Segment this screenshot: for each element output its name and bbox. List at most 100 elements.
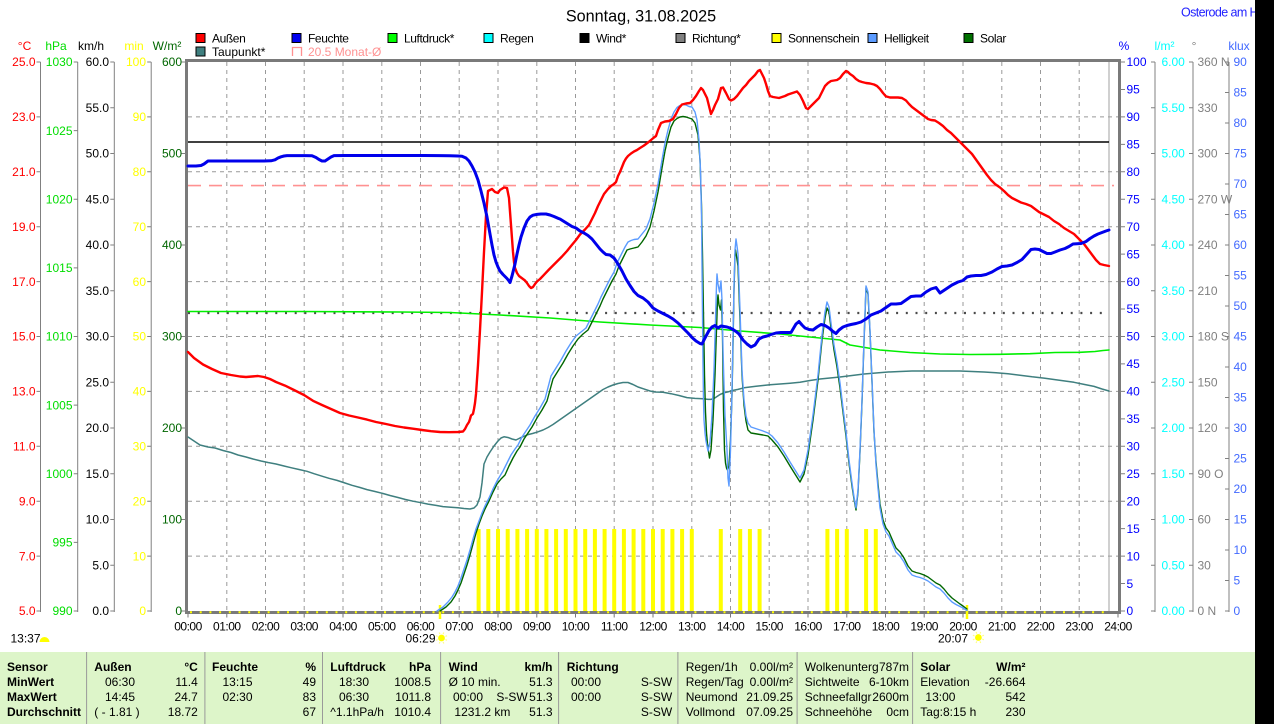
svg-text:20: 20: [1127, 494, 1141, 508]
svg-text:Taupunkt*: Taupunkt*: [212, 45, 266, 59]
svg-text:S-SW: S-SW: [641, 690, 673, 704]
svg-text:09:00: 09:00: [523, 620, 551, 634]
svg-text:49: 49: [303, 675, 317, 689]
svg-text:15:00: 15:00: [755, 620, 783, 634]
svg-text:787m: 787m: [879, 660, 909, 674]
svg-text:0: 0: [1234, 604, 1241, 618]
svg-text:5.00: 5.00: [1162, 147, 1186, 161]
svg-text:50: 50: [133, 330, 147, 344]
svg-text:0: 0: [139, 604, 146, 618]
svg-text:40.0: 40.0: [86, 238, 110, 252]
svg-text:25.0: 25.0: [86, 375, 110, 389]
svg-text:80: 80: [1234, 116, 1248, 130]
svg-text:85: 85: [1234, 86, 1248, 100]
svg-text:klux: klux: [1228, 39, 1249, 53]
svg-text:50: 50: [1127, 330, 1141, 344]
svg-text:min: min: [124, 39, 143, 53]
svg-text:°: °: [1192, 39, 1197, 53]
svg-text:Richtung*: Richtung*: [692, 32, 741, 46]
svg-text:2600m: 2600m: [872, 690, 909, 704]
svg-text:230: 230: [1005, 705, 1025, 719]
svg-text:30: 30: [1127, 440, 1141, 454]
svg-text:51.3: 51.3: [529, 690, 553, 704]
svg-text:1000: 1000: [46, 467, 73, 481]
svg-text:600: 600: [162, 55, 182, 69]
svg-text:70: 70: [133, 220, 147, 234]
svg-text:S-SW: S-SW: [641, 705, 673, 719]
svg-text:MinWert: MinWert: [7, 675, 54, 689]
svg-text:65: 65: [1127, 247, 1141, 261]
svg-text:21.0: 21.0: [12, 165, 36, 179]
svg-text:0.00: 0.00: [1162, 604, 1186, 618]
svg-text:11.4: 11.4: [175, 675, 198, 689]
svg-text:24:00: 24:00: [1104, 620, 1132, 634]
svg-text:-26.664: -26.664: [985, 675, 1026, 689]
svg-text:90: 90: [1234, 55, 1248, 69]
svg-text:9.0: 9.0: [19, 494, 36, 508]
svg-text:00:00: 00:00: [571, 675, 601, 689]
svg-text:85: 85: [1127, 138, 1141, 152]
svg-text:24.7: 24.7: [174, 690, 198, 704]
svg-text:1011.8: 1011.8: [395, 690, 431, 704]
svg-text:0.00l/m²: 0.00l/m²: [750, 675, 793, 689]
svg-text:Wind*: Wind*: [596, 32, 627, 46]
svg-text:542: 542: [1005, 690, 1025, 704]
svg-text:Regen/1h: Regen/1h: [686, 660, 738, 674]
svg-text:MaxWert: MaxWert: [7, 690, 57, 704]
svg-text:06:29: 06:29: [405, 632, 435, 646]
svg-text:13:37: 13:37: [11, 632, 41, 646]
svg-text:14:45: 14:45: [105, 690, 135, 704]
svg-text:1010.4: 1010.4: [394, 705, 431, 719]
svg-text:02:00: 02:00: [252, 620, 280, 634]
svg-text:km/h: km/h: [524, 660, 552, 674]
svg-text:120: 120: [1198, 421, 1218, 435]
svg-text:Durchschnitt: Durchschnitt: [7, 705, 81, 719]
svg-text:4.50: 4.50: [1162, 192, 1186, 206]
svg-text:0: 0: [1127, 604, 1134, 618]
svg-text:Wolkenunterg: Wolkenunterg: [805, 660, 879, 674]
svg-text:Elevation: Elevation: [920, 675, 969, 689]
svg-text:60.0: 60.0: [86, 55, 110, 69]
svg-text:00:00: 00:00: [174, 620, 202, 634]
svg-text:5.0: 5.0: [92, 559, 109, 573]
svg-text:80: 80: [133, 165, 147, 179]
svg-text:40: 40: [1234, 360, 1248, 374]
svg-text:20: 20: [133, 494, 147, 508]
svg-text:Helligkeit: Helligkeit: [884, 32, 930, 46]
svg-text:150: 150: [1198, 375, 1218, 389]
svg-text:%: %: [1119, 39, 1130, 53]
svg-text:Regen: Regen: [500, 32, 533, 46]
svg-text:10: 10: [1127, 549, 1141, 563]
svg-text:995: 995: [52, 536, 72, 550]
svg-text:Luftdruck: Luftdruck: [330, 660, 386, 674]
svg-text:5.50: 5.50: [1162, 101, 1186, 115]
svg-text:3.00: 3.00: [1162, 330, 1186, 344]
svg-text:65: 65: [1234, 208, 1248, 222]
svg-text:5.0: 5.0: [19, 604, 36, 618]
svg-text:03:00: 03:00: [290, 620, 318, 634]
svg-text:hPa: hPa: [409, 660, 431, 674]
svg-text:100: 100: [162, 513, 182, 527]
svg-text:06:30: 06:30: [105, 675, 135, 689]
svg-text:16:00: 16:00: [794, 620, 822, 634]
svg-text:Osterode am Harz: Osterode am Harz: [1181, 6, 1274, 20]
svg-text:30: 30: [133, 440, 147, 454]
svg-text:55: 55: [1127, 302, 1141, 316]
svg-text:15.0: 15.0: [86, 467, 110, 481]
svg-text:07:00: 07:00: [445, 620, 473, 634]
svg-text:km/h: km/h: [78, 39, 104, 53]
svg-text:04:00: 04:00: [329, 620, 357, 634]
svg-text:50: 50: [1234, 299, 1248, 313]
svg-text:07.09.25: 07.09.25: [746, 705, 793, 719]
svg-text:Luftdruck*: Luftdruck*: [404, 32, 455, 46]
svg-text:70: 70: [1234, 177, 1248, 191]
svg-text:40: 40: [133, 385, 147, 399]
svg-text:67: 67: [303, 705, 317, 719]
svg-text:14:00: 14:00: [717, 620, 745, 634]
svg-text:30: 30: [1234, 421, 1248, 435]
svg-text:21.09.25: 21.09.25: [746, 690, 793, 704]
svg-text:95: 95: [1127, 83, 1141, 97]
svg-text:l/m²: l/m²: [1155, 39, 1175, 53]
svg-text:W/m²: W/m²: [996, 660, 1025, 674]
svg-text:Außen: Außen: [94, 660, 131, 674]
